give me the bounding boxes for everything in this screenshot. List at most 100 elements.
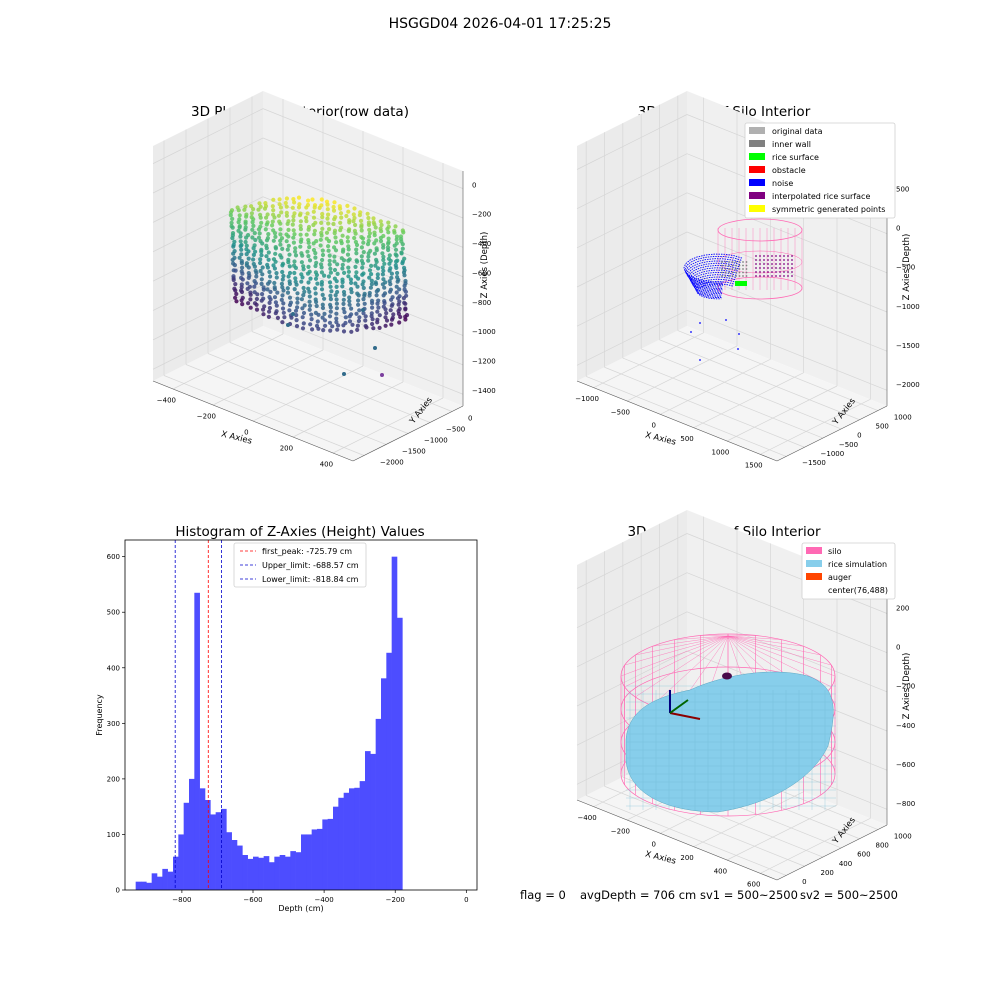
raw-point bbox=[313, 276, 319, 281]
raw-point bbox=[369, 282, 374, 287]
z-tick-label: −200 bbox=[896, 683, 915, 691]
histogram-bar bbox=[359, 781, 366, 890]
raw-point bbox=[334, 306, 339, 311]
raw-point bbox=[254, 296, 259, 302]
raw-point bbox=[293, 253, 299, 258]
raw-point bbox=[402, 283, 407, 288]
raw-point bbox=[326, 239, 332, 244]
raw-point bbox=[273, 259, 278, 264]
raw-point bbox=[278, 227, 283, 232]
raw-point bbox=[340, 266, 345, 271]
raw-point bbox=[367, 275, 372, 280]
raw-point bbox=[366, 215, 371, 221]
raw-point bbox=[266, 250, 271, 255]
histogram-bar bbox=[279, 855, 286, 890]
noise-outlier bbox=[699, 322, 701, 324]
raw-point bbox=[302, 303, 307, 308]
raw-point bbox=[272, 266, 277, 271]
raw-point bbox=[402, 273, 407, 278]
raw-point bbox=[279, 281, 284, 286]
raw-point bbox=[287, 264, 292, 269]
raw-point bbox=[228, 213, 233, 218]
raw-point bbox=[280, 306, 286, 311]
raw-point bbox=[400, 246, 405, 251]
interpolated-point bbox=[791, 263, 793, 265]
panel-simulation-scene bbox=[620, 633, 836, 817]
raw-point bbox=[296, 205, 302, 210]
footer-avg-depth: avgDepth = 706 cm bbox=[580, 888, 697, 902]
raw-point bbox=[330, 324, 335, 329]
silo-roof-wire bbox=[674, 635, 729, 640]
raw-point bbox=[332, 259, 337, 264]
raw-point bbox=[308, 322, 313, 327]
legend-swatch bbox=[749, 140, 765, 147]
raw-outlier bbox=[291, 312, 295, 316]
z-tick-label: −400 bbox=[896, 722, 915, 730]
raw-point bbox=[320, 302, 325, 307]
raw-point bbox=[267, 305, 272, 311]
grid-y bbox=[163, 375, 365, 456]
raw-point bbox=[360, 261, 365, 266]
raw-point bbox=[290, 205, 295, 210]
raw-point bbox=[251, 207, 256, 212]
raw-point bbox=[366, 251, 371, 256]
raw-point bbox=[306, 280, 311, 285]
raw-point bbox=[264, 222, 269, 227]
raw-point bbox=[306, 254, 311, 259]
raw-point bbox=[300, 275, 305, 280]
raw-point bbox=[316, 312, 321, 317]
inner-wall-point bbox=[742, 264, 744, 267]
raw-point bbox=[329, 289, 334, 294]
y-axis-line bbox=[776, 405, 888, 462]
raw-point bbox=[254, 274, 259, 279]
raw-point bbox=[232, 263, 237, 268]
raw-point bbox=[341, 301, 346, 306]
raw-point bbox=[278, 238, 283, 243]
interpolated-point bbox=[783, 271, 785, 273]
silo-roof-wire bbox=[727, 635, 782, 640]
raw-point bbox=[246, 265, 251, 270]
raw-point bbox=[320, 305, 326, 311]
raw-point bbox=[230, 225, 235, 230]
inner-wall-point bbox=[724, 268, 727, 270]
grid-y bbox=[251, 331, 453, 412]
raw-point bbox=[360, 265, 365, 270]
interpolated-point bbox=[787, 271, 789, 273]
raw-point bbox=[328, 309, 333, 314]
raw-point bbox=[282, 315, 287, 320]
raw-point bbox=[291, 214, 296, 219]
raw-point bbox=[320, 248, 325, 253]
histogram-bar bbox=[263, 856, 270, 890]
raw-point bbox=[361, 240, 366, 245]
raw-point bbox=[354, 251, 359, 256]
raw-point bbox=[327, 253, 332, 258]
z-tick-label: −600 bbox=[896, 761, 915, 769]
raw-point bbox=[236, 220, 241, 225]
z-tick-label: 0 bbox=[896, 224, 900, 232]
legend-label: obstacle bbox=[772, 166, 806, 175]
raw-point bbox=[259, 277, 264, 282]
raw-point bbox=[326, 244, 331, 249]
raw-point bbox=[347, 295, 352, 300]
histogram-bar bbox=[253, 856, 259, 890]
raw-point bbox=[349, 306, 354, 311]
raw-point bbox=[291, 218, 296, 223]
raw-point bbox=[279, 210, 284, 215]
raw-point bbox=[394, 284, 399, 289]
raw-point bbox=[391, 312, 396, 317]
raw-point bbox=[307, 289, 312, 294]
raw-point bbox=[286, 243, 291, 248]
raw-point bbox=[376, 305, 381, 310]
raw-point bbox=[239, 285, 244, 290]
noise-outlier bbox=[699, 359, 701, 361]
raw-point bbox=[371, 326, 376, 331]
histogram-bar bbox=[205, 800, 211, 890]
x-tick-label: 400 bbox=[714, 867, 727, 875]
legend-label: noise bbox=[772, 179, 793, 188]
histogram-bar bbox=[135, 881, 142, 890]
raw-point bbox=[238, 244, 243, 249]
raw-point bbox=[375, 309, 380, 314]
raw-point bbox=[319, 265, 324, 270]
interpolated-point bbox=[791, 271, 793, 273]
